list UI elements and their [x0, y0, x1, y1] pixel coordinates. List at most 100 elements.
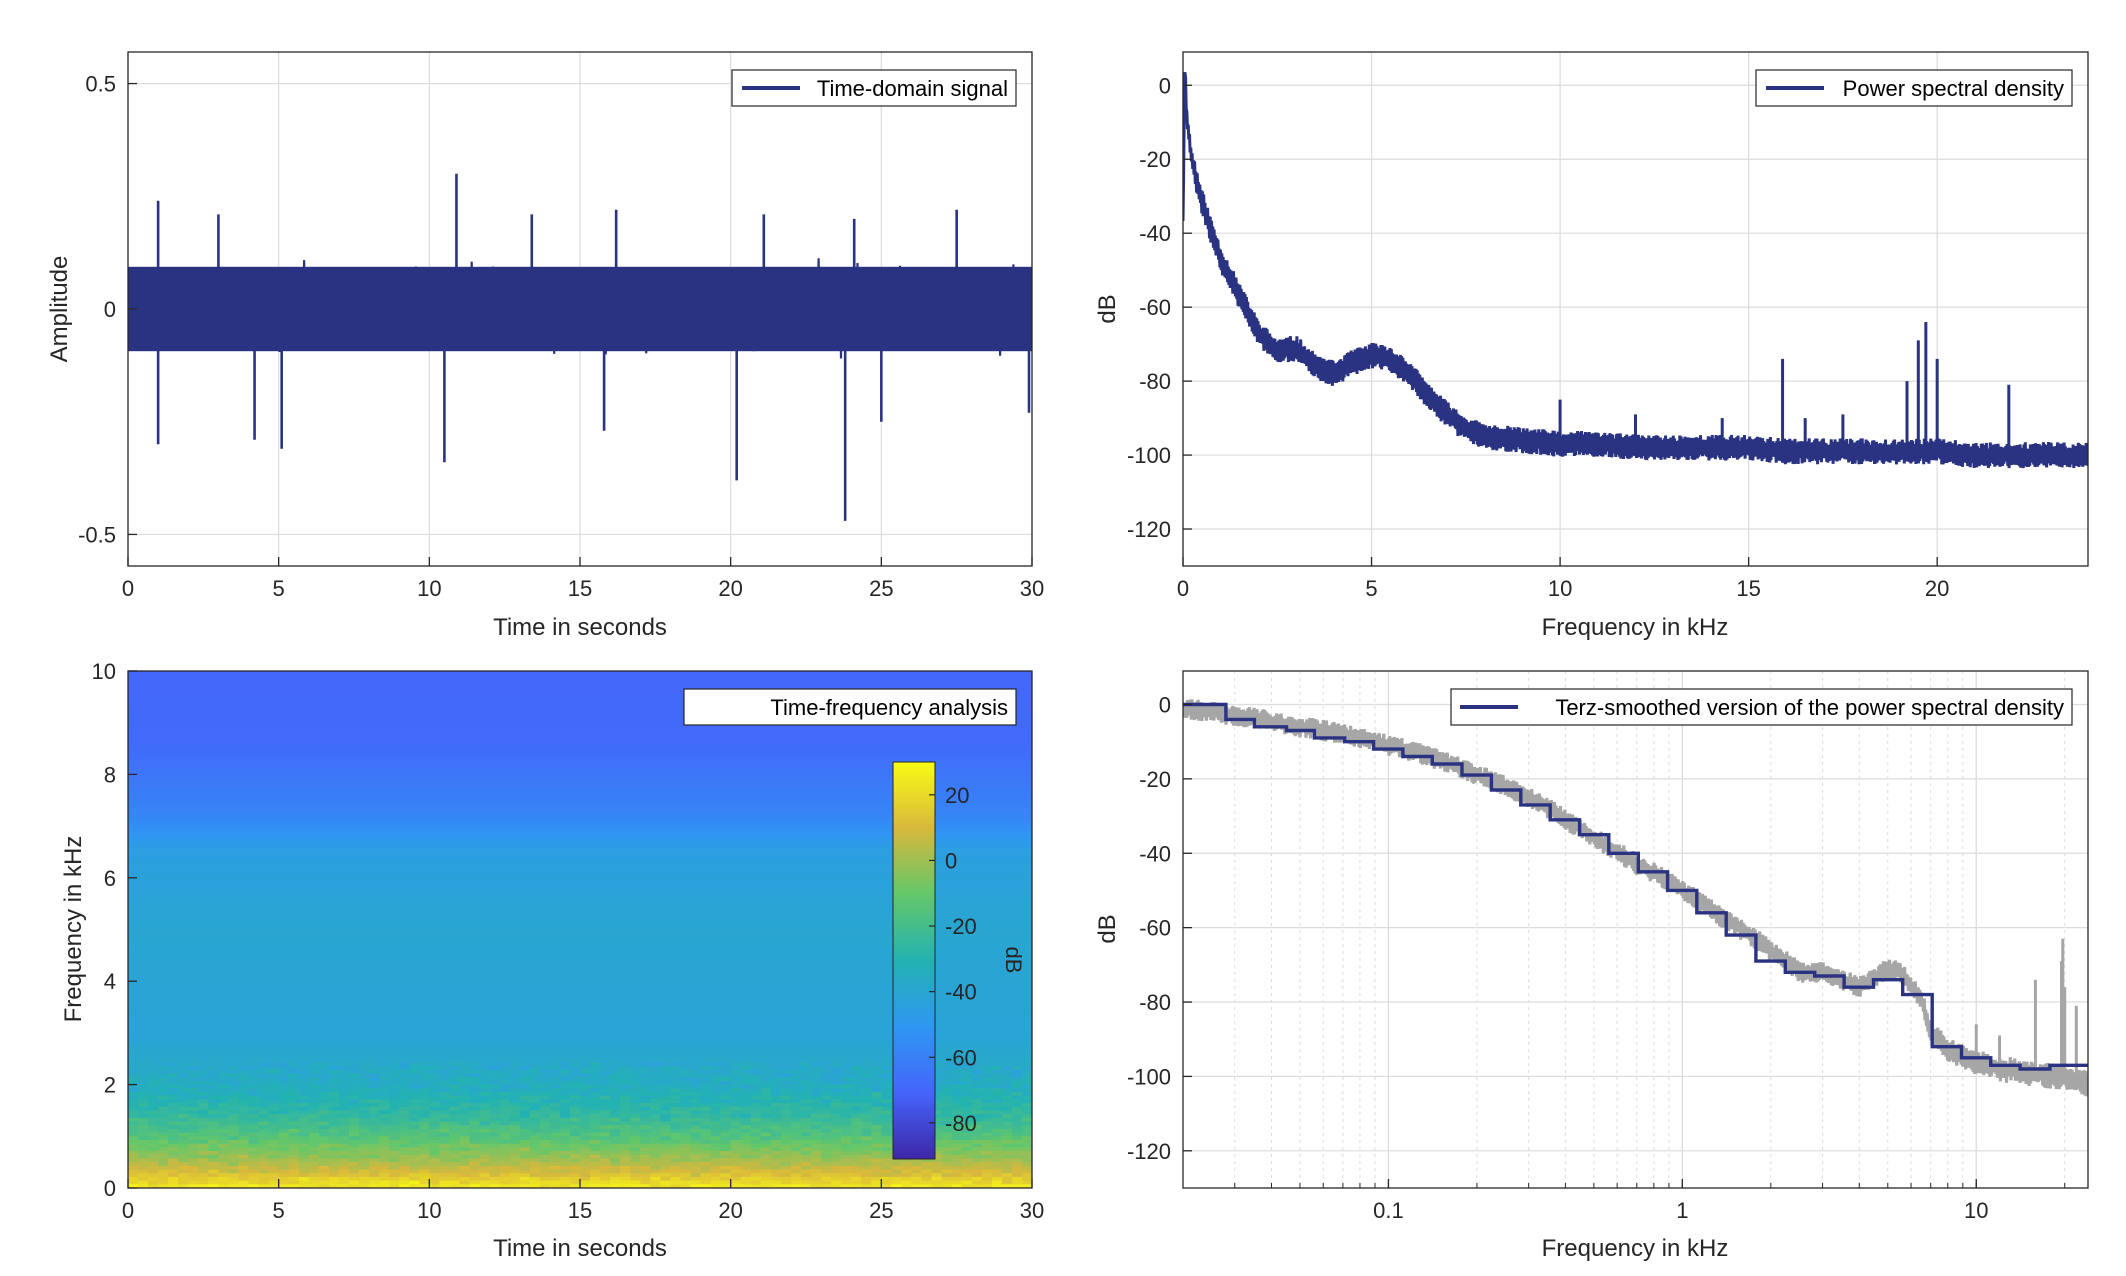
spectrogram-cell: [168, 1162, 179, 1167]
spectrogram-cell: [800, 1066, 812, 1071]
spectrogram-cell: [569, 1099, 581, 1104]
spectrogram-cell: [328, 1169, 340, 1174]
spectrogram-cell: [138, 1091, 149, 1097]
spectrogram-cell: [650, 1125, 661, 1130]
spectrogram-row: [128, 977, 1032, 982]
spectrogram-cell: [700, 1106, 712, 1112]
spectrogram-cell: [509, 1136, 521, 1141]
spectrogram-cell: [720, 1073, 732, 1078]
spectrogram-cell: [630, 1132, 641, 1137]
spectrogram-cell: [449, 1169, 461, 1174]
spectrogram-cell: [600, 1114, 611, 1119]
spectrogram-cell: [610, 1165, 621, 1171]
spectrogram-cell: [821, 1158, 832, 1163]
spectrogram-cell: [580, 1088, 591, 1093]
spectrogram-cell: [600, 1173, 611, 1178]
spectrogram-cell: [981, 1114, 993, 1119]
spectrogram-cell: [168, 1143, 179, 1148]
spectrogram-cell: [288, 1143, 300, 1148]
spectrogram-cell: [861, 1176, 872, 1182]
spectrogram-cell: [590, 1132, 601, 1137]
spectrogram-cell: [961, 1180, 973, 1185]
spectrogram-cell: [841, 1080, 852, 1086]
spectrogram-cell: [188, 1080, 199, 1086]
spectrogram-cell: [841, 1151, 852, 1156]
spectrogram-cell: [198, 1128, 209, 1134]
spectrogram-cell: [620, 1062, 631, 1067]
spectrogram-cell: [509, 1147, 521, 1152]
spectrogram-cell: [600, 1132, 611, 1137]
spectrogram-cell: [981, 1117, 993, 1123]
spectrogram-cell: [509, 1103, 521, 1108]
spectrogram-cell: [148, 1147, 159, 1152]
spectrogram-cell: [811, 1080, 822, 1086]
spectrogram-cell: [991, 1165, 1003, 1171]
spectrogram-cell: [148, 1139, 159, 1145]
spectrogram-cell: [308, 1110, 320, 1115]
spectrogram-cell: [529, 1125, 541, 1130]
spectrogram-cell: [549, 1114, 561, 1119]
terz-psd-raw-line: [1183, 699, 2088, 1097]
spectrogram-cell: [389, 1121, 400, 1126]
spectrogram-cell: [138, 1176, 149, 1182]
spectrogram-cell: [710, 1125, 722, 1130]
spectrogram-cell: [168, 1080, 179, 1086]
spectrogram-cell: [610, 1169, 621, 1174]
spectrogram-cell: [951, 1117, 963, 1123]
spectrogram-cell: [590, 1091, 601, 1097]
spectrogram-cell: [509, 1169, 521, 1174]
spectrogram-cell: [620, 1132, 631, 1137]
spectrogram-cell: [268, 1110, 280, 1115]
spectrogram-cell: [770, 1162, 782, 1167]
x-tick-label: 25: [869, 576, 893, 601]
spectrogram-cell: [931, 1084, 943, 1089]
spectrogram-cell: [1011, 1154, 1023, 1160]
spectrogram-cell: [931, 1095, 943, 1100]
spectrogram-cell: [569, 1117, 581, 1123]
spectrogram-cell: [690, 1106, 702, 1112]
spectrogram-cell: [740, 1147, 752, 1152]
spectrogram-cell: [469, 1125, 481, 1130]
spectrogram-cell: [660, 1114, 671, 1119]
spectrogram-cell: [981, 1084, 993, 1089]
spectrogram-cell: [971, 1128, 983, 1134]
spectrogram-cell: [931, 1158, 943, 1163]
spectrogram-cell: [298, 1114, 310, 1119]
spectrogram-cell: [981, 1162, 993, 1167]
spectrogram-cell: [559, 1117, 571, 1123]
spectrogram-cell: [429, 1132, 440, 1137]
spectrogram-cell: [1011, 1132, 1023, 1137]
spectrogram-cell: [549, 1084, 561, 1089]
spectrogram-cell: [439, 1091, 451, 1097]
spectrogram-cell: [168, 1077, 179, 1082]
spectrogram-cell: [529, 1143, 541, 1148]
spectrogram-cell: [298, 1095, 310, 1100]
spectrogram-cell: [780, 1147, 792, 1152]
spectrogram-cell: [308, 1184, 320, 1188]
spectrogram-cell: [871, 1080, 882, 1086]
spectrogram-cell: [790, 1143, 802, 1148]
spectrogram-cell: [459, 1080, 471, 1086]
spectrogram-cell: [268, 1080, 280, 1086]
spectrogram-cell: [821, 1088, 832, 1093]
spectrogram-cell: [348, 1084, 360, 1089]
spectrogram-cell: [519, 1162, 531, 1167]
spectrogram-cell: [559, 1095, 571, 1100]
spectrogram-cell: [248, 1169, 260, 1174]
spectrogram-cell: [419, 1176, 430, 1182]
spectrogram-cell: [911, 1180, 923, 1185]
spectrogram-cell: [660, 1132, 671, 1137]
spectrogram-cell: [218, 1091, 230, 1097]
spectrogram-row: [128, 955, 1032, 960]
spectrogram-cell: [690, 1154, 702, 1160]
spectrogram-row: [128, 700, 1032, 705]
spectrogram-cell: [359, 1143, 370, 1148]
spectrogram-cell: [720, 1180, 732, 1185]
spectrogram-cell: [660, 1121, 671, 1126]
x-tick-label: 20: [718, 576, 742, 601]
spectrogram-cell: [188, 1117, 199, 1123]
spectrogram-cell: [268, 1121, 280, 1126]
spectrogram-cell: [348, 1173, 360, 1178]
spectrogram-cell: [650, 1180, 661, 1185]
spectrogram-cell: [198, 1158, 209, 1163]
